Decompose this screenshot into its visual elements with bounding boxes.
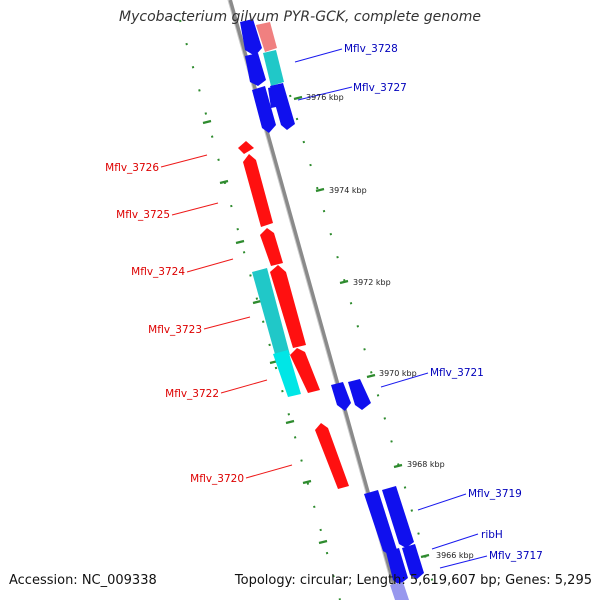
ruler-tick-labels: 3976 kbp 3974 kbp 3972 kbp 3970 kbp 3968… (306, 93, 474, 560)
tick-mark (366, 373, 376, 379)
gene-arrow-forward[interactable] (252, 86, 276, 133)
leader-line (380, 372, 429, 388)
leader-line (245, 464, 293, 479)
gene-arrow-reverse[interactable] (290, 348, 320, 393)
gene-arrow-faded[interactable] (390, 582, 409, 600)
tick-mark (252, 299, 262, 305)
leader-line (297, 86, 353, 101)
tick-mark (393, 463, 403, 469)
leader-line (203, 316, 251, 330)
tick-mark (302, 479, 312, 485)
gene-arrow-rna[interactable] (252, 268, 290, 358)
gene-label-reverse[interactable]: Mflv_3726 (105, 162, 159, 174)
gene-label-reverse[interactable]: Mflv_3724 (131, 266, 185, 278)
gene-arrow-faded[interactable] (256, 22, 277, 52)
tick-label: 3970 kbp (379, 369, 417, 378)
gene-arrow-forward[interactable] (240, 19, 262, 56)
gene-label-forward[interactable]: ribH (481, 529, 503, 541)
leader-line (431, 533, 479, 550)
gene-label-reverse[interactable]: Mflv_3720 (190, 473, 244, 485)
leader-line (294, 48, 343, 63)
leader-line (220, 379, 268, 394)
forward-gene-labels: Mflv_3728 Mflv_3727 Mflv_3721 Mflv_3719 … (344, 43, 543, 562)
tick-label: 3974 kbp (329, 186, 367, 195)
leader-line (160, 154, 208, 168)
reverse-label-leaders (160, 154, 293, 479)
tick-label: 3968 kbp (407, 460, 445, 469)
ruler-major-ticks (202, 95, 430, 559)
leader-line (171, 202, 219, 216)
gene-label-forward[interactable]: Mflv_3721 (430, 367, 484, 379)
leader-line (417, 493, 467, 511)
gene-arrow-forward[interactable] (382, 486, 414, 548)
gene-arrow-reverse[interactable] (243, 154, 273, 227)
gene-label-forward[interactable]: Mflv_3727 (353, 82, 407, 94)
tick-mark (339, 279, 349, 285)
leader-line (186, 258, 234, 273)
gene-arrow-forward[interactable] (245, 53, 266, 86)
gene-arrow-forward[interactable] (270, 83, 295, 130)
gene-arrow-rna[interactable] (273, 350, 301, 397)
gene-label-reverse[interactable]: Mflv_3725 (116, 209, 170, 221)
gene-arrow-reverse[interactable] (260, 228, 283, 266)
leader-line (439, 555, 488, 569)
tick-mark (235, 239, 245, 245)
gene-arrow-rna[interactable] (263, 50, 284, 86)
tick-mark (202, 119, 212, 125)
gene-arrow-forward[interactable] (402, 544, 424, 579)
tick-mark (318, 539, 328, 545)
accession-text: Accession: NC_009338 (9, 573, 157, 588)
tick-label: 3972 kbp (353, 278, 391, 287)
reverse-gene-labels: Mflv_3726 Mflv_3725 Mflv_3724 Mflv_3723 … (105, 162, 244, 485)
genome-summary-text: Topology: circular; Length: 5,619,607 bp… (234, 573, 592, 588)
gene-label-reverse[interactable]: Mflv_3722 (165, 388, 219, 400)
gene-arrow-forward[interactable] (331, 382, 351, 411)
tick-label: 3976 kbp (306, 93, 344, 102)
gene-arrow-reverse[interactable] (270, 265, 306, 348)
gene-label-forward[interactable]: Mflv_3719 (468, 488, 522, 500)
tick-mark (315, 187, 325, 193)
gene-arrow-reverse[interactable] (315, 423, 349, 489)
gene-arrow-forward[interactable] (386, 548, 408, 585)
tick-mark (293, 95, 303, 101)
map-title: Mycobacterium gilvum PYR-GCK, complete g… (119, 9, 481, 25)
guide-track-right (289, 94, 439, 600)
gene-label-reverse[interactable]: Mflv_3723 (148, 324, 202, 336)
gene-label-forward[interactable]: Mflv_3728 (344, 43, 398, 55)
tick-label: 3966 kbp (436, 551, 474, 560)
gene-label-forward[interactable]: Mflv_3717 (489, 550, 543, 562)
gene-arrow-forward[interactable] (348, 379, 371, 410)
tick-mark (285, 419, 295, 425)
tick-mark (420, 553, 430, 559)
forward-label-leaders (294, 48, 488, 569)
gene-arrow-forward[interactable] (364, 490, 397, 555)
gene-arrow-reverse[interactable] (238, 141, 254, 154)
tick-mark (219, 179, 229, 185)
